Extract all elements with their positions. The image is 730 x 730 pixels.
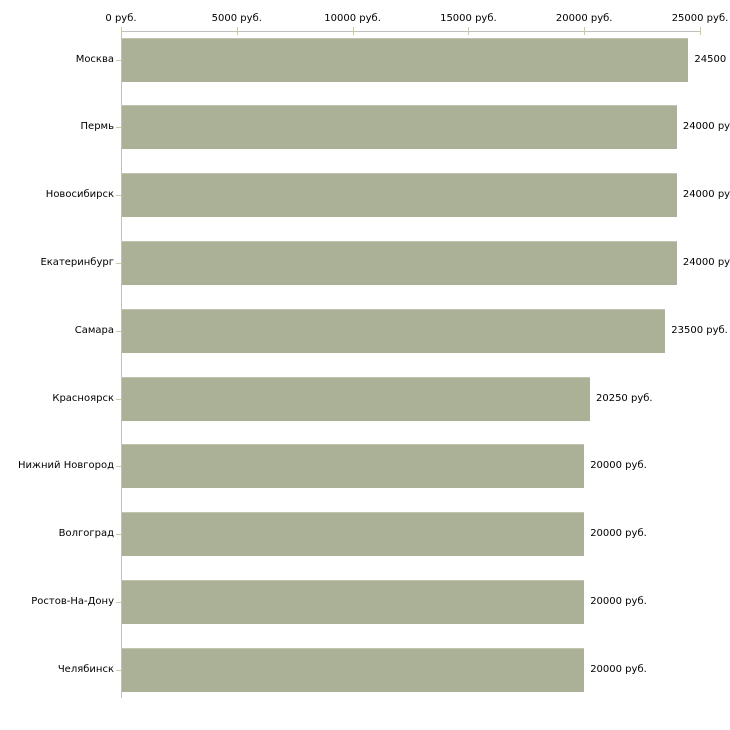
x-axis-tick bbox=[236, 27, 238, 35]
y-axis-tick bbox=[116, 534, 121, 536]
y-axis-line bbox=[121, 31, 122, 698]
x-axis-tick-label: 10000 руб. bbox=[324, 13, 381, 24]
y-axis-tick bbox=[116, 59, 121, 61]
x-axis-tick-label: 5000 руб. bbox=[211, 13, 262, 24]
x-axis-tick bbox=[468, 27, 470, 35]
bar bbox=[122, 105, 677, 150]
x-axis-tick bbox=[584, 27, 586, 35]
category-label: Москва bbox=[75, 53, 114, 65]
bar bbox=[122, 37, 689, 82]
bar bbox=[122, 308, 666, 353]
value-label: 24500 руб. bbox=[694, 53, 730, 65]
y-axis-tick bbox=[116, 195, 121, 197]
y-axis-tick bbox=[116, 330, 121, 332]
category-label: Самара bbox=[74, 324, 114, 336]
bar bbox=[122, 512, 585, 557]
y-axis-tick bbox=[116, 398, 121, 400]
category-label: Красноярск bbox=[52, 392, 114, 404]
bar bbox=[122, 376, 590, 421]
bar bbox=[122, 240, 677, 285]
value-label: 20250 руб. bbox=[595, 392, 653, 404]
value-label: 23500 руб. bbox=[671, 324, 728, 336]
value-label: 20000 руб. bbox=[590, 528, 647, 540]
category-label: Новосибирск bbox=[45, 189, 114, 201]
bar bbox=[122, 444, 585, 489]
category-label: Ростов-На-Дону bbox=[31, 595, 114, 607]
category-label: Екатеринбург bbox=[40, 256, 114, 268]
y-axis-tick bbox=[116, 601, 121, 603]
y-axis-tick bbox=[116, 466, 121, 468]
y-axis-tick bbox=[116, 127, 121, 129]
x-axis-tick bbox=[700, 27, 701, 35]
value-label: 24000 руб. bbox=[682, 121, 730, 133]
x-axis-tick-label: 0 руб. bbox=[105, 13, 137, 24]
x-axis-tick-label: 25000 руб. bbox=[671, 13, 729, 24]
bar bbox=[122, 173, 677, 218]
category-label: Нижний Новгород bbox=[17, 460, 114, 472]
category-label: Челябинск bbox=[57, 663, 114, 675]
y-axis-tick bbox=[116, 669, 121, 671]
value-label: 24000 руб. bbox=[682, 256, 730, 268]
y-axis-tick bbox=[116, 262, 121, 264]
x-axis-tick bbox=[352, 27, 354, 35]
category-label: Волгоград bbox=[58, 528, 114, 540]
bar bbox=[122, 647, 585, 692]
bar bbox=[122, 579, 585, 624]
value-label: 20000 руб. bbox=[590, 460, 647, 472]
value-label: 20000 руб. bbox=[590, 595, 647, 607]
x-axis-line bbox=[121, 31, 701, 32]
value-label: 20000 руб. bbox=[590, 663, 647, 675]
x-axis-tick-label: 15000 руб. bbox=[440, 13, 497, 24]
x-axis-tick-label: 20000 руб. bbox=[555, 13, 613, 24]
value-label: 24000 руб. bbox=[682, 189, 730, 201]
x-axis-tick bbox=[121, 27, 122, 35]
category-label: Пермь bbox=[80, 121, 114, 133]
